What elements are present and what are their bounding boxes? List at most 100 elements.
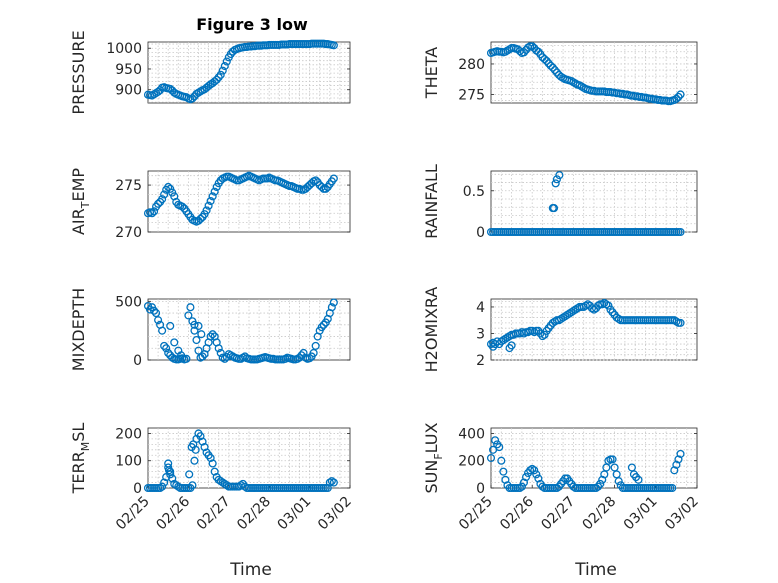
data-point bbox=[206, 332, 215, 341]
data-point bbox=[672, 94, 681, 103]
axes-box bbox=[490, 298, 698, 361]
x-axis-label: Time bbox=[229, 560, 272, 580]
data-point bbox=[194, 321, 203, 331]
data-point bbox=[319, 320, 328, 329]
data-point bbox=[204, 201, 213, 210]
data-point bbox=[555, 171, 564, 180]
data-point bbox=[156, 483, 165, 493]
y-tick-label: 0 bbox=[133, 481, 142, 497]
data-point bbox=[676, 227, 685, 237]
y-tick-label: 0 bbox=[476, 481, 485, 497]
data-point bbox=[150, 207, 159, 216]
subplot-h2omixra: 2 3 4 H2OMIXRA bbox=[422, 287, 698, 373]
axes-box bbox=[490, 427, 698, 489]
data-point bbox=[327, 477, 336, 486]
data-point bbox=[526, 466, 535, 475]
y-axis-label: H2OMIXRA bbox=[422, 287, 441, 373]
series-points bbox=[486, 171, 685, 237]
data-point bbox=[517, 482, 526, 491]
data-point bbox=[550, 66, 559, 75]
y-tick-label: 0 bbox=[133, 353, 142, 369]
data-point bbox=[168, 474, 177, 483]
data-point bbox=[329, 41, 338, 50]
data-point bbox=[519, 478, 529, 487]
y-tick-label: 275 bbox=[115, 178, 142, 194]
data-point bbox=[160, 478, 169, 487]
data-point bbox=[190, 320, 199, 329]
data-point bbox=[166, 470, 175, 479]
data-point bbox=[614, 477, 623, 486]
axes-box bbox=[147, 427, 351, 489]
data-point bbox=[220, 354, 229, 363]
data-point bbox=[196, 214, 205, 223]
data-point bbox=[598, 475, 607, 484]
series-points bbox=[143, 429, 338, 493]
data-point bbox=[214, 344, 223, 353]
series-points bbox=[143, 39, 338, 104]
data-point bbox=[549, 204, 559, 213]
data-point bbox=[190, 326, 199, 335]
data-point bbox=[206, 196, 215, 206]
y-axis-label: MIXDEPTH bbox=[69, 288, 88, 371]
data-point bbox=[323, 483, 332, 493]
data-point bbox=[317, 182, 326, 192]
y-tick-label: 950 bbox=[115, 62, 142, 78]
subplot-air-temp: 270 275 AIRTEMP bbox=[69, 168, 351, 241]
data-point bbox=[501, 475, 510, 484]
data-point bbox=[226, 49, 235, 59]
y-tick-label: 100 bbox=[115, 454, 142, 470]
data-point bbox=[160, 190, 169, 199]
y-tick-label: 3 bbox=[476, 326, 485, 342]
data-point bbox=[191, 445, 200, 454]
data-point bbox=[676, 90, 685, 99]
data-point bbox=[228, 47, 237, 56]
data-point bbox=[162, 344, 171, 353]
data-point bbox=[548, 63, 557, 72]
data-point bbox=[521, 473, 531, 482]
data-point bbox=[154, 87, 163, 96]
data-point bbox=[672, 460, 681, 469]
figure-title: Figure 3 low bbox=[196, 15, 308, 34]
data-point bbox=[158, 482, 167, 491]
data-point bbox=[676, 318, 685, 327]
data-point bbox=[325, 478, 334, 487]
axes-box bbox=[490, 170, 698, 233]
data-point bbox=[194, 346, 203, 355]
data-point bbox=[208, 459, 217, 468]
data-point bbox=[164, 466, 174, 475]
data-point bbox=[486, 453, 496, 463]
data-point bbox=[177, 351, 186, 360]
data-point bbox=[216, 70, 225, 79]
data-point bbox=[178, 202, 187, 211]
data-point bbox=[184, 311, 193, 320]
subplot-mixdepth: 0 500 MIXDEPTH bbox=[69, 288, 351, 371]
data-point bbox=[170, 338, 179, 347]
data-point bbox=[634, 475, 643, 484]
data-point bbox=[497, 456, 506, 465]
data-point bbox=[216, 348, 225, 358]
y-tick-label: 275 bbox=[458, 87, 485, 103]
data-point bbox=[152, 309, 161, 318]
data-point bbox=[192, 336, 201, 345]
data-point bbox=[210, 77, 219, 86]
data-point bbox=[210, 187, 219, 196]
data-point bbox=[158, 326, 167, 335]
data-point bbox=[222, 57, 231, 66]
data-point bbox=[198, 352, 207, 361]
data-point bbox=[604, 301, 613, 310]
y-tick-label: 400 bbox=[458, 426, 485, 442]
data-point bbox=[164, 348, 173, 358]
data-point bbox=[489, 342, 498, 351]
y-tick-label: 2 bbox=[476, 353, 485, 369]
y-tick-label: 0.5 bbox=[463, 184, 485, 200]
data-point bbox=[185, 470, 194, 479]
data-point bbox=[532, 470, 541, 479]
data-point bbox=[218, 66, 227, 75]
data-point bbox=[305, 354, 314, 363]
subplot-pressure: 900 950 1000 PRESSURE bbox=[69, 30, 351, 115]
data-point bbox=[596, 479, 605, 488]
y-tick-label: 200 bbox=[458, 454, 485, 470]
data-point bbox=[530, 466, 539, 475]
data-point bbox=[327, 303, 336, 312]
